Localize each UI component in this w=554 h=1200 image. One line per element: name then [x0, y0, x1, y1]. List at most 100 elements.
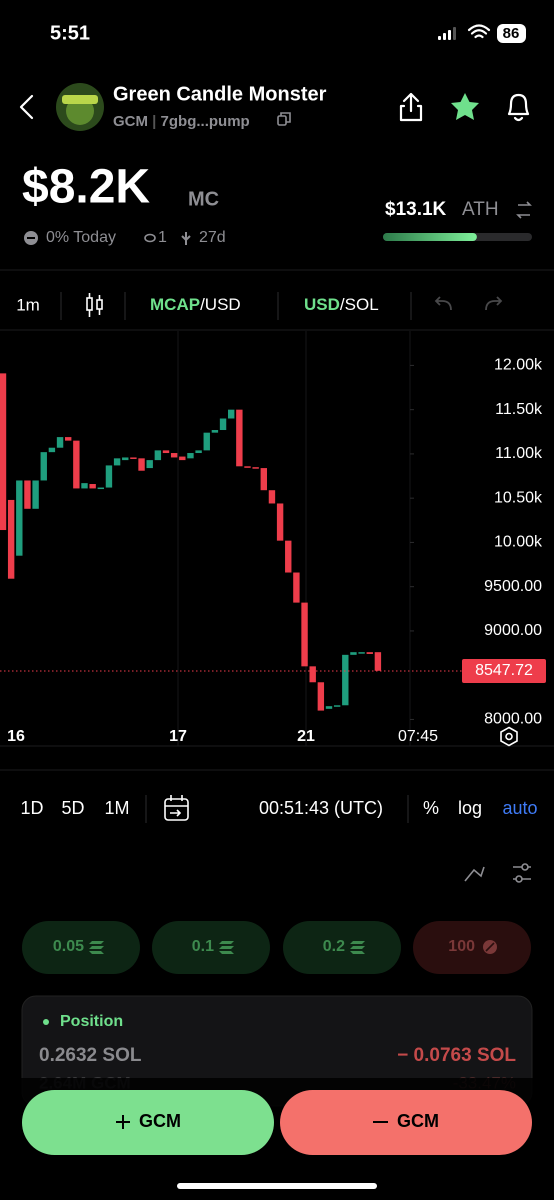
candle-up [113, 458, 121, 466]
candle-up [203, 432, 210, 451]
current-price-badge [462, 658, 546, 683]
candle-down [276, 503, 284, 541]
range-button[interactable]: 1D [20, 798, 43, 818]
copy-icon[interactable] [277, 112, 291, 126]
notifications-button[interactable] [507, 93, 530, 122]
sell-label: GCM [397, 1111, 439, 1131]
range-button[interactable]: 1M [104, 798, 129, 818]
clock: 5:51 [50, 22, 90, 44]
candle-down [179, 456, 186, 461]
chart-clock: 00:51:43 (UTC) [259, 798, 383, 818]
chart-settings-sliders[interactable] [513, 863, 531, 883]
ticker: GCM [113, 113, 148, 130]
candle-up [228, 409, 235, 419]
ath-value: $13.1K [385, 199, 447, 220]
position-amount: 0.2632 SOL [39, 1045, 142, 1066]
address[interactable]: 7gbg...pump [161, 113, 250, 130]
candle-up [16, 480, 23, 556]
preset-button[interactable] [413, 921, 531, 974]
chart-settings[interactable] [500, 726, 518, 747]
preset-button[interactable] [152, 921, 270, 974]
separator: | [152, 113, 156, 130]
market-cap-label: MC [188, 188, 219, 210]
indicators-button[interactable] [464, 866, 485, 882]
buy-button[interactable] [22, 1090, 274, 1155]
candlestick-chart[interactable]: 12.00k 11.50k 11.00k 10.50k 10.00k 9500.00 900… [0, 357, 546, 746]
x-tick-label: 16 [7, 728, 25, 745]
scale-option[interactable]: % [423, 798, 439, 818]
range-selector: 1D 5D 1M [20, 798, 129, 818]
candle-up [48, 447, 56, 453]
preset-button[interactable] [22, 921, 140, 974]
y-tick-label: 11.50k [495, 401, 543, 418]
preset-button[interactable] [283, 921, 401, 974]
home-indicator [177, 1183, 377, 1189]
preset-label: 0.2 [323, 938, 345, 955]
candle-up [187, 453, 194, 459]
candle-up [325, 706, 333, 709]
scale-options: % log auto [423, 798, 538, 818]
current-price-label: 8547.72 [475, 662, 533, 679]
x-tick-label: 21 [297, 728, 315, 745]
market-cap: $8.2K [22, 161, 150, 214]
candle-down [24, 480, 31, 509]
candle-down [366, 652, 373, 654]
chart-style-button[interactable] [86, 293, 103, 317]
undo-button[interactable] [434, 296, 452, 311]
back-button[interactable] [19, 94, 34, 120]
token-meta: GCM | 7gbg...pump [113, 113, 250, 130]
candle-up [32, 480, 39, 509]
avatar-art [62, 95, 98, 104]
candle-down [309, 666, 316, 683]
range-button[interactable]: 5D [61, 798, 84, 818]
preset-icon-slash [485, 942, 495, 952]
position-dot [43, 1019, 49, 1025]
sell-button[interactable] [280, 1090, 532, 1155]
swap-icon[interactable] [516, 201, 532, 219]
y-tick-label: 10.50k [494, 489, 543, 506]
candle-up [56, 437, 64, 448]
scale-option[interactable]: auto [502, 798, 537, 818]
candle-down [285, 540, 292, 573]
y-tick-label: 8000.00 [484, 711, 542, 728]
candle-down [130, 457, 137, 459]
candle-down [244, 466, 251, 468]
candle-down [65, 437, 72, 441]
currency-toggle[interactable]: USD/SOL [304, 295, 379, 314]
candle-down [89, 484, 96, 489]
candle-up [122, 457, 129, 461]
candle-down [374, 652, 382, 671]
battery [497, 24, 526, 43]
candle-up [195, 450, 202, 454]
candle-up [81, 483, 88, 489]
views: 1 [158, 229, 167, 246]
preset-label: 0.1 [192, 938, 214, 955]
date-picker[interactable] [164, 795, 189, 821]
candle-down [162, 450, 170, 454]
candle-up [219, 418, 227, 431]
position-title: Position [60, 1013, 123, 1030]
candle-down [0, 373, 7, 531]
favorite-button[interactable] [451, 93, 479, 120]
preset-label: 100 [448, 938, 475, 955]
sol-icon [89, 941, 104, 954]
preset-label: 0.05 [53, 938, 84, 955]
redo-button[interactable] [485, 296, 503, 311]
y-tick-label: 12.00k [494, 357, 543, 374]
candle-up [105, 465, 113, 488]
scale-option[interactable]: log [458, 798, 482, 818]
interval-selector[interactable]: 1m [16, 295, 40, 314]
candle-up [333, 705, 341, 707]
ath-label: ATH [462, 199, 499, 220]
age-icon [181, 232, 191, 245]
change-icon-dash [27, 237, 35, 239]
y-tick-label: 9500.00 [484, 578, 542, 595]
share-button[interactable] [399, 92, 423, 122]
candle-up [211, 430, 219, 433]
mcap-toggle[interactable]: MCAP/USD [150, 295, 241, 314]
toggle-active: USD [304, 295, 340, 314]
buy-label: GCM [139, 1111, 181, 1131]
candle-up [146, 460, 153, 469]
